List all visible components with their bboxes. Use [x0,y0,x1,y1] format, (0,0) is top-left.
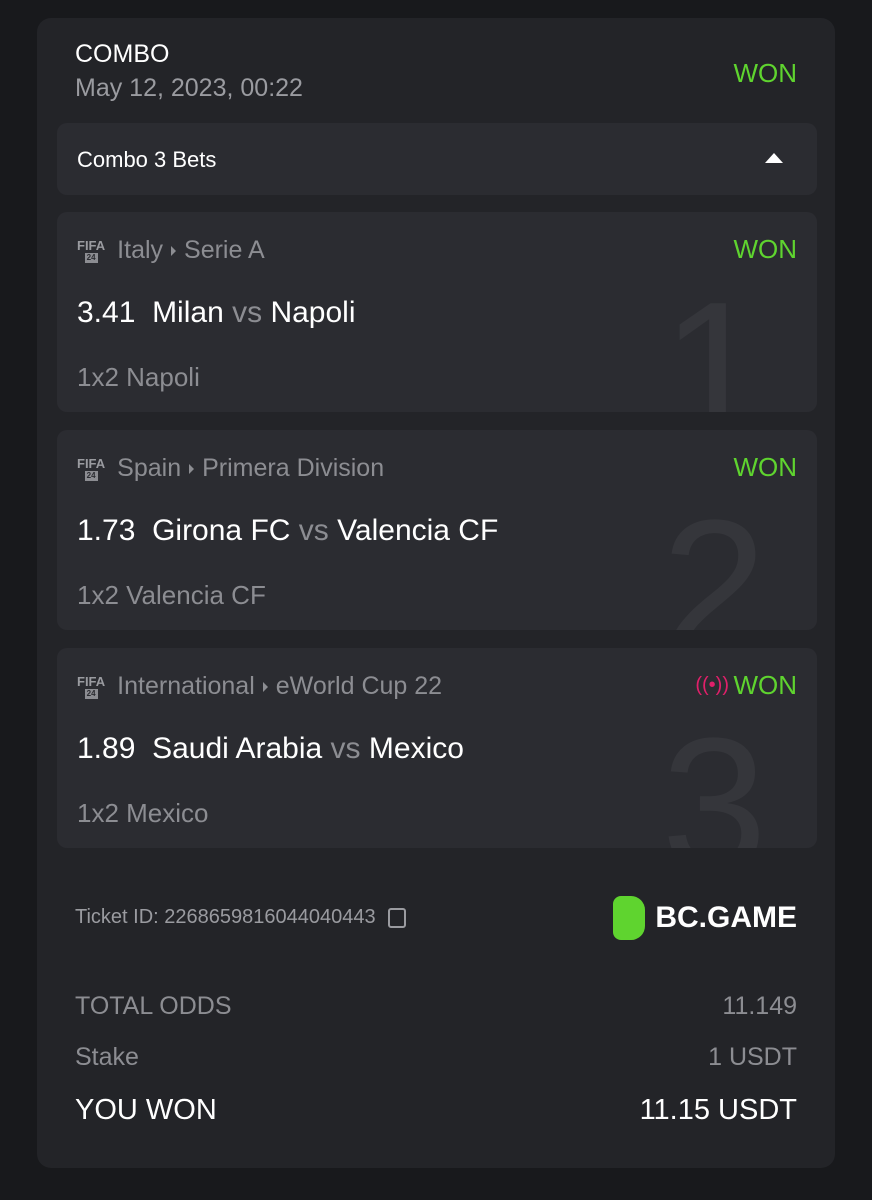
ticket-id-text: Ticket ID: 2268659816044040443 [75,906,376,928]
leg-match: 1.89 Saudi Arabia vs Mexico [77,732,464,766]
caret-right-icon [189,463,195,474]
leg-status: WON [733,452,797,482]
bc-game-logo: BC.GAME [613,896,797,940]
leg-region: Spain [117,454,182,482]
away-team: Valencia CF [337,514,499,547]
bet-leg: 2 FIFA 24 Spain Primera Division WON 1.73… [57,430,817,630]
caret-right-icon [171,245,177,256]
leg-odds: 3.41 [77,296,136,329]
caret-right-icon [262,681,268,692]
home-team: Milan [152,296,224,329]
leg-league: FIFA 24 Spain Primera Division [77,454,384,483]
vs-label: vs [330,732,361,765]
live-broadcast-icon: ((•)) [695,674,729,696]
bet-leg: 1 FIFA 24 Italy Serie A WON 3.41 Milan vs… [57,212,817,412]
fifa-icon: FIFA 24 [77,455,106,481]
bet-slip-card: COMBO May 12, 2023, 00:22 WON Combo 3 Be… [37,18,835,1168]
status-badge: WON [733,58,797,88]
leg-pick: 1x2 Mexico [77,798,209,828]
leg-odds: 1.89 [77,732,136,765]
home-team: Saudi Arabia [152,732,323,765]
away-team: Mexico [368,732,464,765]
stake-row: Stake 1 USDT [75,1043,797,1072]
combo-toggle[interactable]: Combo 3 Bets [57,123,817,195]
total-odds-row: TOTAL ODDS 11.149 [75,992,797,1021]
vs-label: vs [298,514,329,547]
leg-number: 2 [661,481,767,630]
away-team: Napoli [270,296,356,329]
leg-league-name: Primera Division [202,454,385,482]
leg-region: International [117,672,255,700]
leg-number: 1 [661,263,767,412]
leg-odds: 1.73 [77,514,136,547]
vs-label: vs [232,296,263,329]
fifa-icon: FIFA 24 [77,673,106,699]
leg-status: WON [733,234,797,264]
leg-league: FIFA 24 International eWorld Cup 22 [77,672,442,701]
home-team: Girona FC [152,514,291,547]
leg-pick: 1x2 Napoli [77,362,200,392]
won-label: YOU WON [75,1094,217,1126]
bet-date: May 12, 2023, 00:22 [75,74,303,102]
brand-name: BC.GAME [655,901,797,934]
total-odds-value: 11.149 [722,992,797,1020]
bet-type: COMBO [75,40,170,68]
caret-up-icon [765,153,783,163]
leg-match: 3.41 Milan vs Napoli [77,296,356,330]
ticket-id: Ticket ID: 2268659816044040443 [75,906,406,929]
leg-league-name: Serie A [184,236,265,264]
won-value: 11.15 USDT [639,1094,797,1126]
won-row: YOU WON 11.15 USDT [75,1094,797,1127]
copy-icon[interactable] [387,907,406,928]
total-odds-label: TOTAL ODDS [75,992,232,1020]
logo-mark-icon [613,896,646,940]
leg-league: FIFA 24 Italy Serie A [77,236,265,265]
bet-leg: 3 FIFA 24 International eWorld Cup 22 ((•… [57,648,817,848]
stake-value: 1 USDT [708,1043,797,1071]
fifa-icon: FIFA 24 [77,237,106,263]
leg-region: Italy [117,236,164,264]
stake-label: Stake [75,1043,139,1071]
leg-league-name: eWorld Cup 22 [275,672,443,700]
leg-match: 1.73 Girona FC vs Valencia CF [77,514,498,548]
combo-label: Combo 3 Bets [77,147,217,172]
leg-number: 3 [661,699,767,848]
leg-status: WON [733,670,797,700]
leg-pick: 1x2 Valencia CF [77,580,266,610]
